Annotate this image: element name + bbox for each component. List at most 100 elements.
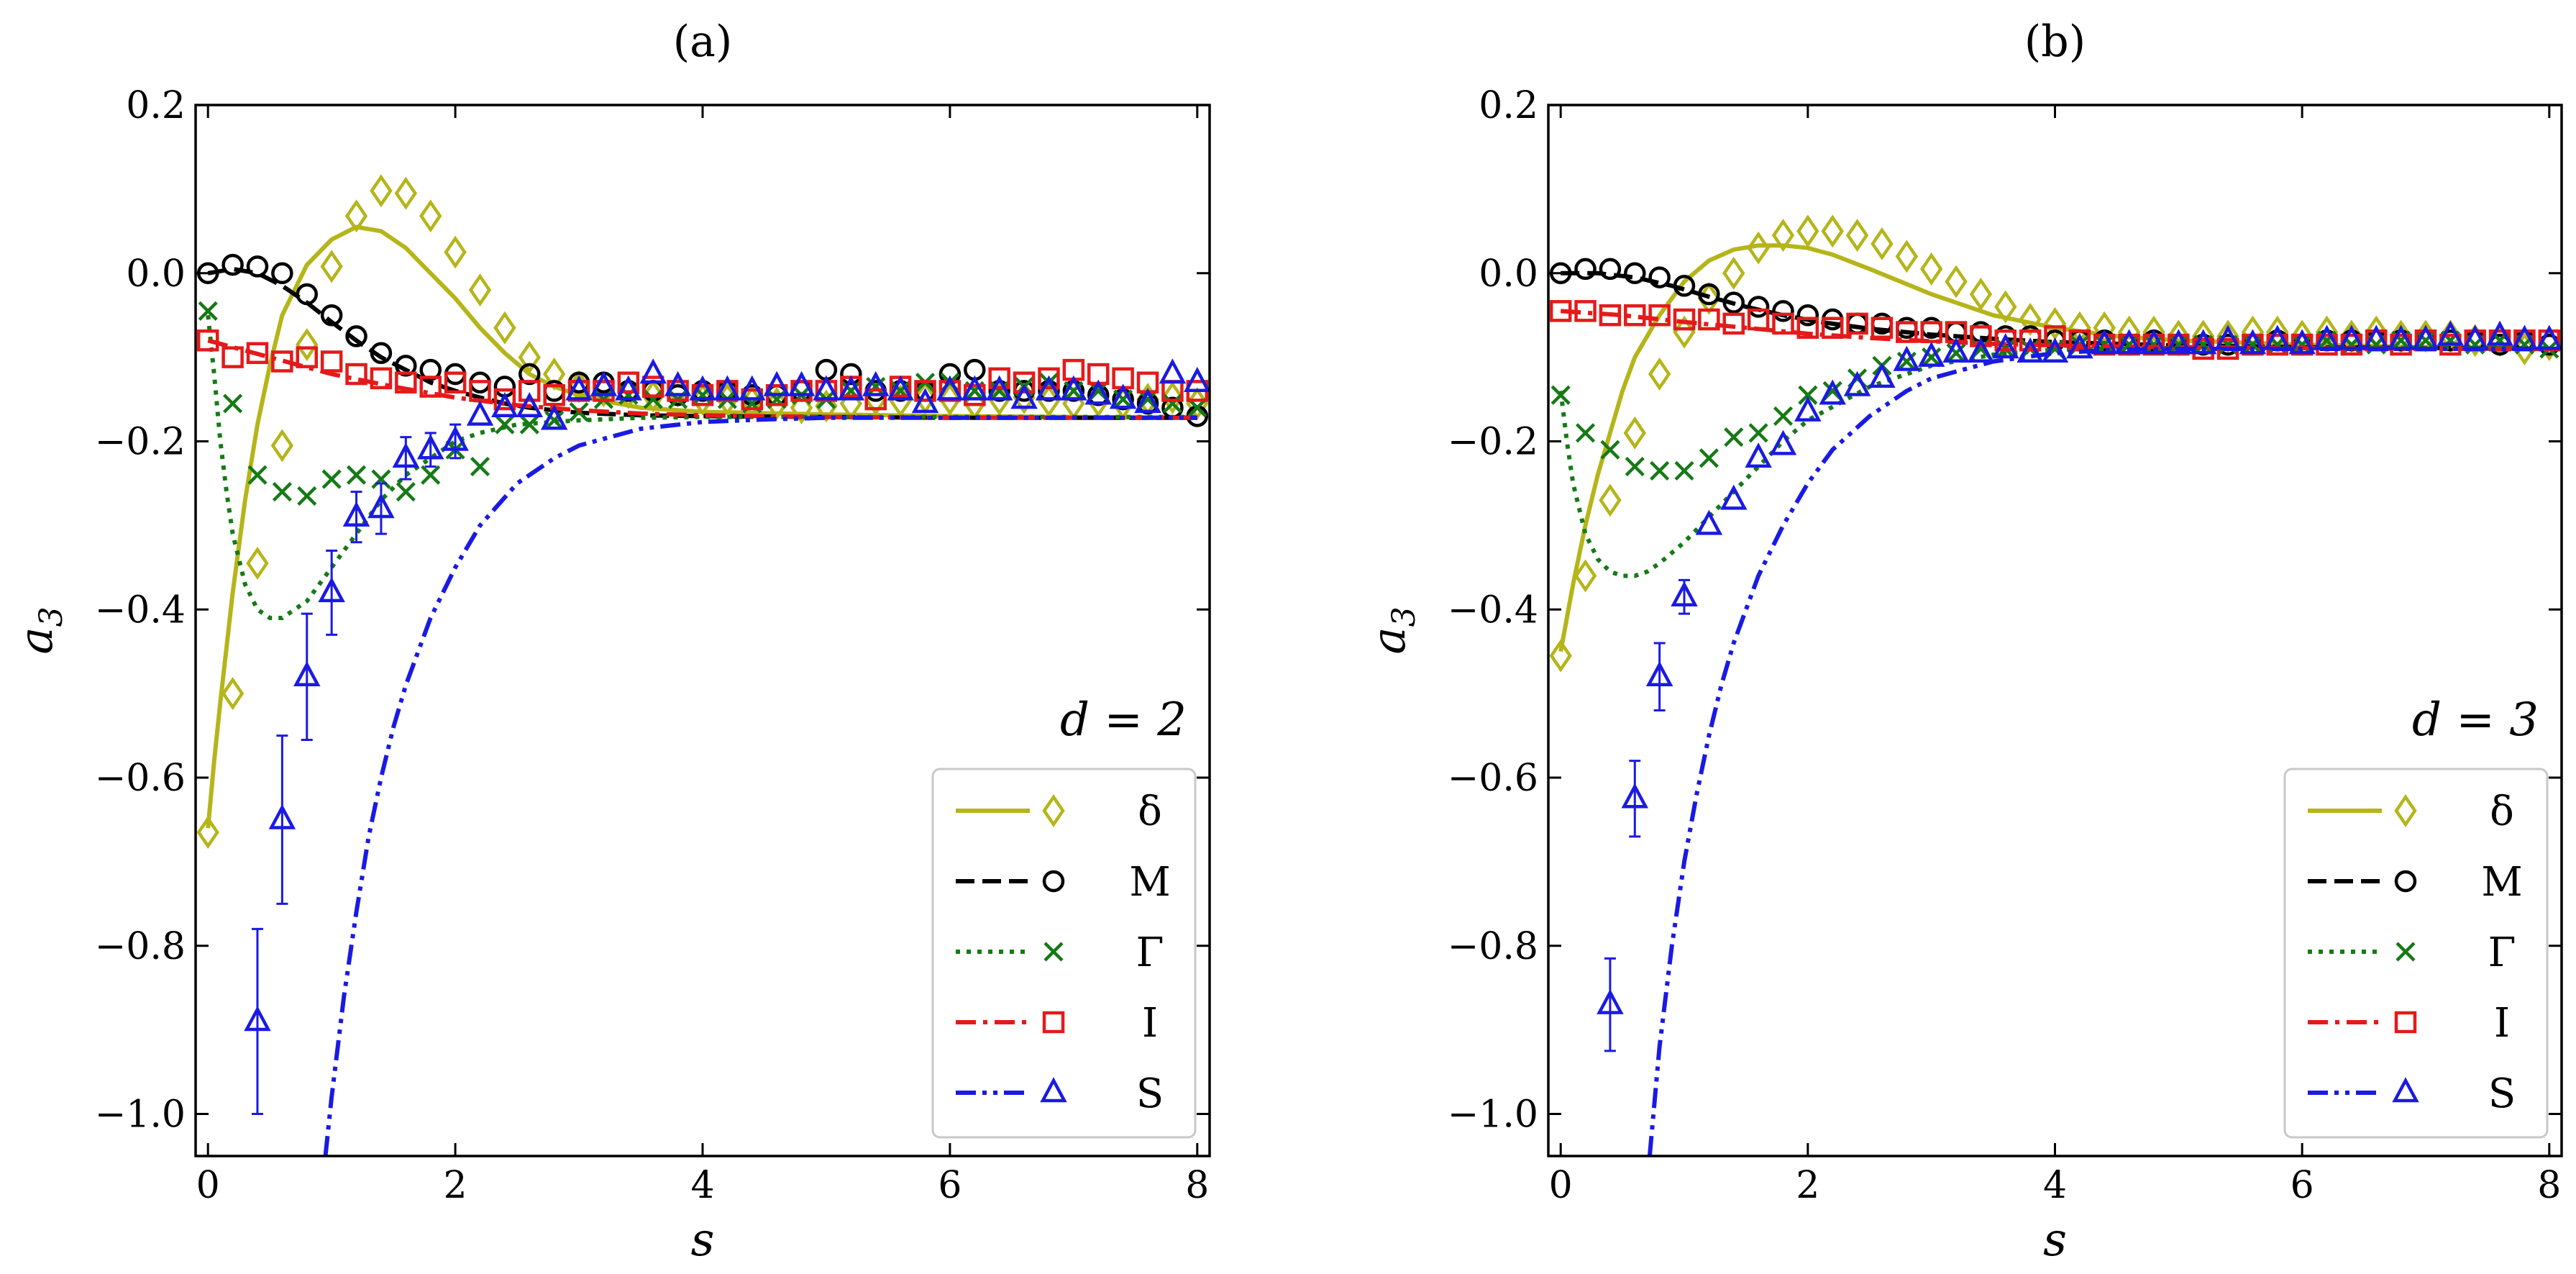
data-point	[1845, 219, 1869, 252]
data-point	[444, 371, 467, 393]
data-point	[1574, 559, 1597, 593]
series-line	[207, 266, 1197, 420]
x-tick-label: 4	[2043, 1164, 2067, 1207]
series-line	[1558, 243, 2549, 652]
data-point	[1772, 300, 1794, 322]
series-line	[206, 314, 1197, 620]
legend-label: Γ	[2488, 929, 2516, 976]
data-point	[271, 262, 293, 285]
legend-label: Γ	[1136, 929, 1164, 976]
legend-marker	[1042, 870, 1065, 893]
data-point	[493, 388, 516, 411]
y-axis-label-subscript: 3	[33, 606, 70, 627]
data-point	[1575, 423, 1596, 443]
data-point	[1871, 317, 1894, 339]
data-point	[2536, 324, 2562, 350]
data-point	[1747, 231, 1770, 265]
data-point	[1084, 379, 1113, 405]
plot-area	[196, 174, 1210, 1156]
data-point	[392, 442, 420, 468]
data-point	[1648, 358, 1671, 391]
data-point	[271, 350, 293, 373]
panel-title: (a)	[673, 17, 733, 67]
data-point	[866, 376, 886, 397]
y-tick-label: 0.0	[1479, 252, 1538, 296]
y-tick-label: −1.0	[95, 1093, 186, 1137]
data-point	[765, 386, 788, 420]
data-point	[862, 370, 890, 396]
data-point	[519, 414, 539, 434]
data-point	[2436, 320, 2465, 346]
data-point	[345, 325, 367, 347]
data-point	[911, 388, 939, 414]
data-point	[1994, 329, 2017, 352]
data-point	[495, 414, 515, 434]
data-point	[1648, 304, 1671, 327]
legend-box	[2283, 768, 2549, 1139]
data-point	[543, 383, 565, 406]
data-point	[590, 370, 618, 396]
y-tick-label: −0.6	[95, 757, 186, 800]
data-point	[1060, 375, 1087, 401]
legend-label: δ	[1138, 788, 1162, 835]
data-point	[246, 547, 269, 580]
data-point	[419, 358, 442, 381]
legend-label: δ	[2490, 788, 2514, 835]
data-point	[987, 383, 1011, 417]
series-4	[244, 358, 1210, 1156]
data-point	[421, 465, 441, 485]
data-point	[318, 577, 345, 603]
data-point	[988, 367, 1010, 390]
data-point	[544, 410, 565, 430]
legend-box	[931, 768, 1197, 1139]
data-point	[370, 367, 393, 390]
data-point	[320, 250, 343, 283]
data-point	[1896, 321, 1918, 343]
data-point	[367, 493, 395, 519]
data-point	[493, 311, 516, 345]
data-point	[615, 375, 642, 401]
data-point	[2387, 324, 2415, 350]
data-point	[2338, 324, 2365, 350]
data-point	[1967, 337, 1995, 363]
data-point	[1600, 440, 1620, 460]
data-point	[1109, 383, 1137, 409]
plot-frame	[194, 104, 1211, 1157]
y-tick-label: 0.2	[1479, 84, 1538, 127]
data-point	[1650, 460, 1670, 481]
data-point	[1597, 988, 1624, 1014]
y-tick-label: −0.8	[95, 925, 186, 968]
data-point	[2144, 335, 2164, 355]
data-point	[321, 469, 342, 489]
data-point	[1599, 304, 1622, 327]
data-point	[1161, 381, 1184, 414]
legend-marker	[1042, 1011, 1065, 1034]
data-point	[342, 501, 370, 527]
x-axis-label: s	[691, 1214, 715, 1267]
data-point	[320, 350, 343, 373]
plot-area	[1549, 214, 2562, 1156]
data-point	[2313, 324, 2341, 350]
x-tick-label: 2	[1796, 1164, 1819, 1207]
data-point	[1868, 363, 1896, 388]
data-point	[864, 388, 887, 411]
x-tick-label: 0	[1549, 1164, 1573, 1207]
data-point	[2091, 329, 2118, 355]
data-point	[639, 358, 667, 384]
data-point	[1623, 416, 1647, 450]
data-point	[1699, 448, 1719, 468]
panel-title: (b)	[2024, 17, 2086, 67]
data-point	[1994, 290, 2017, 324]
data-point	[519, 363, 541, 386]
series-0	[1549, 214, 2561, 673]
legend-marker	[2394, 794, 2417, 827]
y-tick-label: −0.2	[95, 421, 186, 464]
data-point	[1796, 304, 1819, 327]
data-point	[2362, 324, 2390, 350]
data-point	[222, 393, 243, 414]
y-tick-label: −0.8	[1448, 925, 1538, 968]
data-point	[416, 434, 444, 460]
data-point	[1846, 312, 1868, 335]
